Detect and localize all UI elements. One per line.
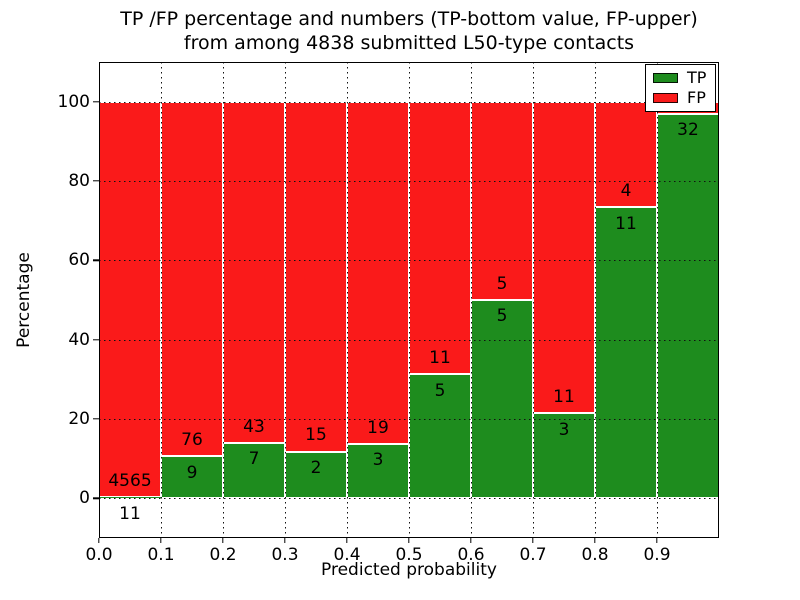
x-tick — [160, 538, 162, 543]
x-tick — [222, 538, 224, 543]
chart-title-line2: from among 4838 submitted L50-type conta… — [183, 32, 635, 54]
x-tick-label: 0.7 — [519, 545, 547, 565]
x-tick-label: 0.5 — [395, 545, 423, 565]
bar-fp-count-label: 11 — [553, 387, 575, 408]
fp-swatch-icon — [653, 93, 678, 103]
bar-tp-count-label: 3 — [372, 450, 384, 471]
legend-label-tp: TP — [687, 68, 707, 87]
x-tick-label: 0.6 — [457, 545, 485, 565]
y-axis-label: Percentage — [14, 252, 34, 348]
gridline-v — [409, 62, 410, 538]
x-tick-label: 0.9 — [643, 545, 671, 565]
chart-title: TP /FP percentage and numbers (TP-bottom… — [99, 7, 719, 55]
bar-fp-segment — [99, 101, 161, 498]
gridline-v — [657, 62, 658, 538]
gridline-v — [161, 62, 162, 538]
bar-fp-segment — [347, 101, 409, 445]
x-tick — [470, 538, 472, 543]
bar-tp-segment — [471, 300, 533, 499]
y-tick-label: 100 — [57, 91, 90, 112]
legend: TP FP — [645, 64, 716, 112]
chart-title-line1: TP /FP percentage and numbers (TP-bottom… — [120, 8, 698, 30]
x-tick-label: 0.8 — [581, 545, 609, 565]
bar-tp-segment — [99, 497, 161, 499]
bar-fp-segment — [285, 101, 347, 452]
x-tick-label: 0.1 — [147, 545, 175, 565]
x-tick-label: 0.3 — [271, 545, 299, 565]
legend-entry-fp: FP — [653, 90, 708, 106]
bar-tp-segment — [657, 113, 719, 499]
bar-tp-segment — [161, 456, 223, 499]
x-axis-label: Predicted probability — [321, 560, 497, 580]
x-tick-label: 0.4 — [333, 545, 361, 565]
legend-label-fp: FP — [687, 88, 706, 107]
bar-fp-count-label: 5 — [496, 273, 508, 294]
gridline-v — [595, 62, 596, 538]
gridline-v — [223, 62, 224, 538]
bar-tp-count-label: 5 — [496, 306, 508, 327]
bar-fp-count-label: 76 — [181, 430, 203, 451]
x-tick — [284, 538, 286, 543]
bar-fp-segment — [533, 101, 595, 414]
bar-tp-segment — [533, 413, 595, 499]
tp-swatch-icon — [653, 73, 678, 83]
gridline-v — [347, 62, 348, 538]
y-tick-label: 0 — [79, 488, 90, 509]
y-tick — [93, 259, 99, 262]
bar-fp-count-label: 19 — [367, 417, 389, 438]
y-tick — [93, 100, 99, 103]
x-tick — [98, 538, 100, 543]
y-tick — [93, 180, 99, 182]
bar-tp-count-label: 9 — [186, 462, 198, 483]
x-tick — [346, 538, 348, 543]
bar-tp-count-label: 32 — [677, 119, 699, 140]
y-tick-label: 40 — [68, 329, 90, 350]
y-tick — [93, 418, 99, 420]
bar-fp-count-label: 4565 — [108, 471, 152, 492]
x-tick — [532, 538, 534, 543]
x-tick-label: 0.0 — [85, 545, 113, 565]
bar-tp-segment — [595, 207, 657, 499]
bar-fp-segment — [409, 101, 471, 375]
x-tick — [408, 538, 410, 543]
bar-fp-segment — [161, 101, 223, 457]
x-tick — [594, 538, 596, 543]
bar-tp-segment — [285, 451, 347, 499]
bar-tp-segment — [409, 374, 471, 499]
bar-fp-count-label: 43 — [243, 416, 265, 437]
y-tick — [93, 497, 99, 500]
y-tick-label: 20 — [68, 409, 90, 429]
bar-fp-segment — [471, 101, 533, 300]
y-tick-label: 60 — [68, 250, 90, 271]
bar-tp-count-label: 7 — [248, 449, 260, 470]
x-tick-label: 0.2 — [209, 545, 237, 565]
bar-fp-count-label: 4 — [620, 181, 632, 202]
y-tick-label: 80 — [68, 171, 90, 191]
gridline-v — [533, 62, 534, 538]
bar-tp-count-label: 5 — [434, 380, 446, 401]
bar-fp-segment — [223, 101, 285, 443]
bar-fp-count-label: 11 — [429, 348, 451, 369]
bar-fp-count-label: 15 — [305, 425, 327, 446]
bar-tp-count-label: 3 — [558, 419, 570, 440]
bar-tp-segment — [347, 444, 409, 499]
bar-tp-count-label: 11 — [119, 503, 141, 524]
legend-entry-tp: TP — [653, 70, 708, 86]
gridline-v — [471, 62, 472, 538]
y-tick — [93, 338, 99, 341]
x-tick — [656, 538, 658, 543]
bar-tp-count-label: 2 — [310, 457, 322, 478]
gridline-v — [285, 62, 286, 538]
bar-tp-count-label: 11 — [615, 213, 637, 234]
